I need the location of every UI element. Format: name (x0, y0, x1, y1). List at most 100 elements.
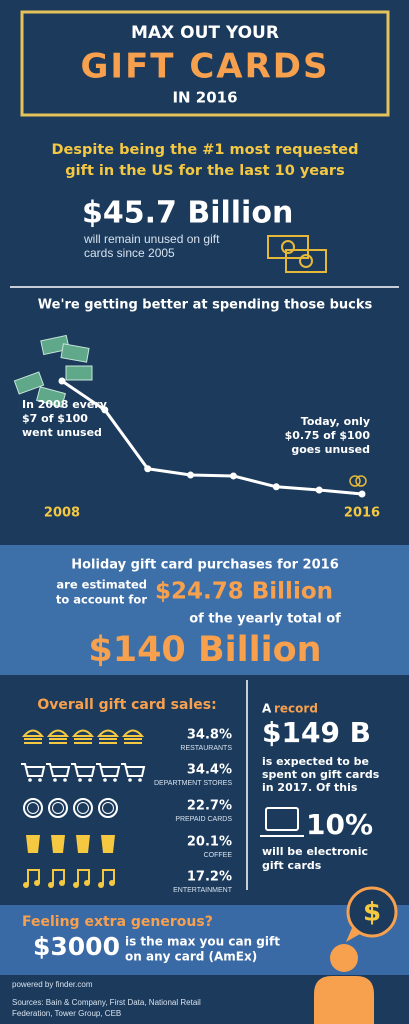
title-line: MAX OUT YOUR (131, 23, 279, 43)
cart-wheel (63, 778, 67, 782)
sales-label: DEPARTMENT STORES (154, 780, 232, 787)
cart-icon (96, 763, 121, 777)
note-head (98, 882, 104, 888)
trend-point (101, 406, 109, 414)
trend-point (358, 490, 366, 498)
sales-percent: 20.1% (187, 835, 232, 850)
title-line: IN 2016 (172, 89, 237, 107)
cart-icon (121, 763, 146, 777)
holiday-line: of the yearly total of (189, 612, 341, 627)
coin-icon (52, 802, 64, 814)
cart-wheel (28, 778, 32, 782)
coin-icon (98, 798, 118, 818)
unused-note: cards since 2005 (84, 246, 175, 260)
title: GIFT CARDS (81, 47, 330, 87)
note-head (73, 882, 79, 888)
generous-line: is the max you can gift (125, 935, 280, 949)
cart-wheel (138, 778, 142, 782)
sales-heading: Overall gift card sales: (37, 697, 216, 713)
line-chart: 2008 2016 (44, 377, 380, 521)
burger-icon (71, 729, 95, 744)
cash-icons (13, 334, 93, 408)
burger-icon (21, 729, 45, 744)
trend-point (272, 483, 280, 491)
cart-wheel (53, 778, 57, 782)
trend-point (58, 377, 66, 385)
cart-icon (21, 763, 46, 777)
electronic-percent: 10% (306, 808, 373, 841)
cart-wheel (78, 778, 82, 782)
coin-icon (77, 802, 89, 814)
holiday-line: are estimated (56, 578, 147, 592)
note-head (48, 882, 54, 888)
sales-percent: 34.8% (187, 728, 232, 743)
note: In 2008 every (22, 398, 107, 411)
coin-icon (23, 798, 43, 818)
coin-icon (73, 798, 93, 818)
person-icon: $ (314, 886, 398, 1024)
record-line: will be electronic (262, 845, 368, 858)
note-icon (52, 869, 65, 885)
cup-icon (76, 835, 90, 853)
holiday-amount: $24.78 Billion (155, 579, 333, 605)
holiday-line: to account for (56, 593, 147, 607)
sales-percent: 34.4% (187, 763, 232, 778)
note-head (59, 880, 65, 886)
trend-point (315, 486, 323, 494)
unused-amount: $45.7 Billion (82, 196, 293, 231)
intro-line: gift in the US for the last 10 years (65, 163, 344, 179)
note: went unused (22, 426, 102, 439)
title-frame (20, 10, 390, 117)
note: Today, only (301, 415, 370, 428)
record-line: gift cards (262, 859, 322, 872)
holiday-total: $140 Billion (88, 630, 321, 670)
sales-percent: 17.2% (187, 870, 232, 885)
burger-icon (96, 729, 120, 744)
record-line: in 2017. Of this (262, 781, 358, 794)
svg-text:$: $ (363, 898, 381, 928)
note-head (34, 880, 40, 886)
unused-note: will remain unused on gift (83, 232, 220, 246)
cup-icon (101, 835, 115, 853)
cart-wheel (103, 778, 107, 782)
cart-wheel (38, 778, 42, 782)
record-line: is expected to be (262, 755, 369, 768)
coin-icon (48, 798, 68, 818)
sources: Federation, Tower Group, CEB (12, 1009, 121, 1018)
note-icon (77, 869, 90, 885)
generous-heading: Feeling extra generous? (22, 914, 213, 930)
note-icon (27, 869, 40, 885)
powered-by: powered by finder.com (12, 980, 93, 989)
note: goes unused (291, 443, 370, 456)
sales-label: ENTERTAINMENT (173, 887, 233, 894)
sales-label: COFFEE (204, 852, 233, 859)
burger-icon (121, 729, 145, 744)
x-tick-label: 2016 (344, 506, 380, 521)
record-line: spent on gift cards (262, 768, 380, 781)
sales-label: RESTAURANTS (180, 745, 232, 752)
note-head (23, 882, 29, 888)
trend-point (229, 472, 237, 480)
x-tick-label: 2008 (44, 506, 80, 521)
intro-line: Despite being the #1 most requested (52, 142, 359, 158)
note-head (84, 880, 90, 886)
coin-icon (102, 802, 114, 814)
cart-wheel (113, 778, 117, 782)
cart-icon (46, 763, 71, 777)
sources: Sources: Bain & Company, First Data, Nat… (12, 998, 201, 1007)
burger-icon (46, 729, 70, 744)
footer (0, 975, 300, 1024)
sales-percent: 22.7% (187, 799, 232, 814)
generous-amount: $3000 (33, 932, 120, 961)
cart-wheel (128, 778, 132, 782)
trend-heading: We're getting better at spending those b… (38, 298, 373, 313)
cup-icon (26, 835, 40, 853)
generous-line: on any card (AmEx) (125, 950, 257, 964)
note: $0.75 of $100 (285, 429, 371, 442)
coin-icon (27, 802, 39, 814)
record-amount: $149 B (262, 716, 371, 749)
money-icon (267, 235, 327, 273)
holiday-band (0, 545, 409, 675)
trend-line (61, 379, 363, 496)
